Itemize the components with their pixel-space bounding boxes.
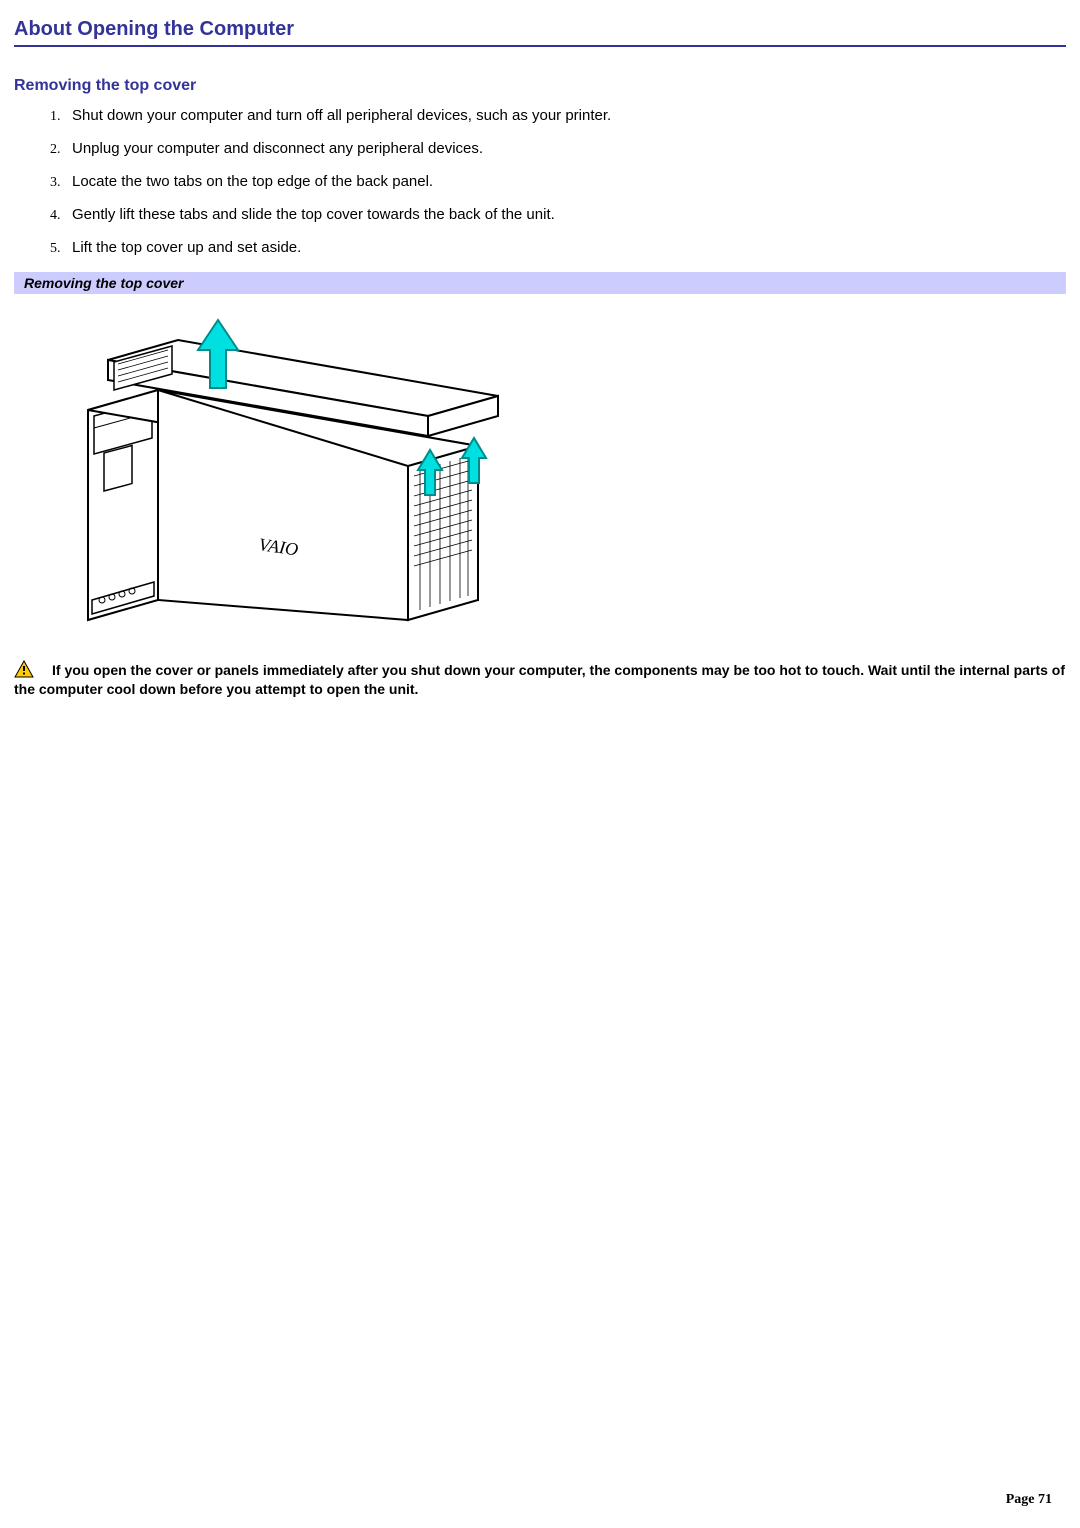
step-item: Lift the top cover up and set aside. [64, 239, 1066, 256]
title-rule [14, 45, 1066, 47]
warning-icon [14, 660, 34, 678]
page-title: About Opening the Computer [14, 18, 1066, 41]
cover-removal-illustration: VAIO [48, 300, 508, 640]
warning-text: If you open the cover or panels immediat… [14, 660, 1066, 699]
illustration-caption: Removing the top cover [14, 272, 1066, 294]
warning-message: If you open the cover or panels immediat… [14, 662, 1065, 697]
page-number: Page 71 [1006, 1492, 1052, 1508]
steps-list: Shut down your computer and turn off all… [14, 107, 1066, 256]
step-item: Shut down your computer and turn off all… [64, 107, 1066, 124]
section-heading: Removing the top cover [14, 77, 1066, 95]
step-item: Gently lift these tabs and slide the top… [64, 206, 1066, 223]
step-item: Locate the two tabs on the top edge of t… [64, 173, 1066, 190]
step-item: Unplug your computer and disconnect any … [64, 140, 1066, 157]
